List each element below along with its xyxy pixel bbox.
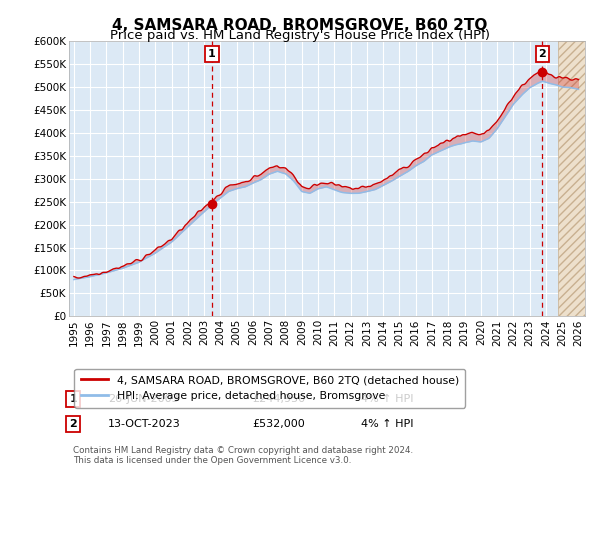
Text: £244,950: £244,950 bbox=[252, 394, 305, 404]
Text: 1: 1 bbox=[208, 49, 216, 59]
Text: 1: 1 bbox=[69, 394, 77, 404]
Text: £532,000: £532,000 bbox=[252, 419, 305, 429]
Text: Price paid vs. HM Land Registry's House Price Index (HPI): Price paid vs. HM Land Registry's House … bbox=[110, 29, 490, 42]
Text: 13-OCT-2023: 13-OCT-2023 bbox=[108, 419, 181, 429]
Text: 4% ↑ HPI: 4% ↑ HPI bbox=[361, 394, 413, 404]
Legend: 4, SAMSARA ROAD, BROMSGROVE, B60 2TQ (detached house), HPI: Average price, detac: 4, SAMSARA ROAD, BROMSGROVE, B60 2TQ (de… bbox=[74, 368, 466, 408]
Text: 2: 2 bbox=[538, 49, 546, 59]
Bar bbox=[558, 41, 587, 316]
Text: 4% ↑ HPI: 4% ↑ HPI bbox=[361, 419, 413, 429]
Text: 4, SAMSARA ROAD, BROMSGROVE, B60 2TQ: 4, SAMSARA ROAD, BROMSGROVE, B60 2TQ bbox=[112, 18, 488, 33]
Text: 26-JUN-2003: 26-JUN-2003 bbox=[108, 394, 178, 404]
Text: Contains HM Land Registry data © Crown copyright and database right 2024.
This d: Contains HM Land Registry data © Crown c… bbox=[73, 446, 413, 465]
Text: 2: 2 bbox=[69, 419, 77, 429]
